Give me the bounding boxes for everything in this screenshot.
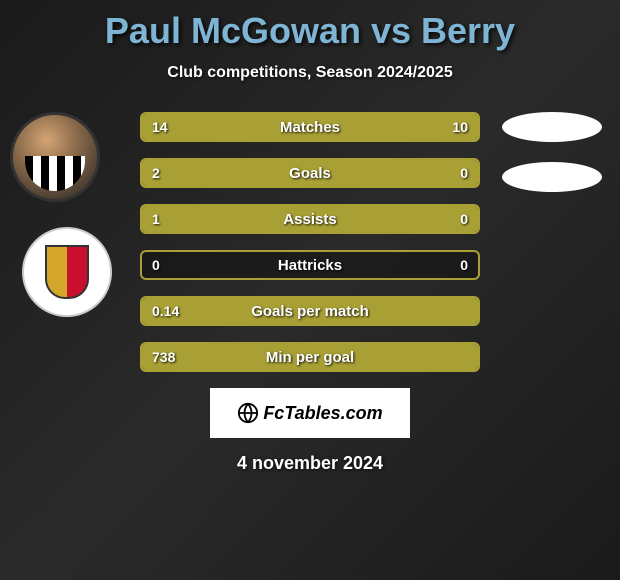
comparison-title: Paul McGowan vs Berry <box>0 0 620 52</box>
stat-row: 738 Min per goal <box>140 342 480 372</box>
stat-row: 14 Matches 10 <box>140 112 480 142</box>
stat-row: 0 Hattricks 0 <box>140 250 480 280</box>
date-text: 4 november 2024 <box>0 453 620 474</box>
stat-row: 2 Goals 0 <box>140 158 480 188</box>
stat-value-left: 0 <box>152 257 160 273</box>
stat-row: 0.14 Goals per match <box>140 296 480 326</box>
stat-value-left: 14 <box>152 119 168 135</box>
stats-container: 14 Matches 10 2 Goals 0 1 Assists 0 0 Hattricks 0 0.… <box>140 112 480 372</box>
stat-label: Assists <box>283 211 336 228</box>
stat-value-right: 0 <box>460 211 468 227</box>
stat-value-right: 10 <box>452 119 468 135</box>
watermark-box: FcTables.com <box>210 388 410 438</box>
comparison-subtitle: Club competitions, Season 2024/2025 <box>0 64 620 82</box>
stat-value-left: 0.14 <box>152 303 179 319</box>
stat-value-right: 0 <box>460 257 468 273</box>
stat-label: Goals per match <box>251 303 369 320</box>
stat-row: 1 Assists 0 <box>140 204 480 234</box>
stat-label: Min per goal <box>266 349 354 366</box>
player-left-avatar <box>10 112 100 202</box>
watermark-text: FcTables.com <box>263 403 382 424</box>
club-badge-left <box>22 227 112 317</box>
stat-label: Matches <box>280 119 340 136</box>
globe-icon <box>237 402 259 424</box>
stat-value-left: 2 <box>152 165 160 181</box>
stat-label: Hattricks <box>278 257 342 274</box>
player-right-placeholder-1 <box>502 112 602 142</box>
stat-value-left: 738 <box>152 349 175 365</box>
stats-area: 14 Matches 10 2 Goals 0 1 Assists 0 0 Hattricks 0 0.… <box>0 112 620 372</box>
player-right-placeholder-2 <box>502 162 602 192</box>
stat-label: Goals <box>289 165 331 182</box>
stat-value-left: 1 <box>152 211 160 227</box>
stat-value-right: 0 <box>460 165 468 181</box>
